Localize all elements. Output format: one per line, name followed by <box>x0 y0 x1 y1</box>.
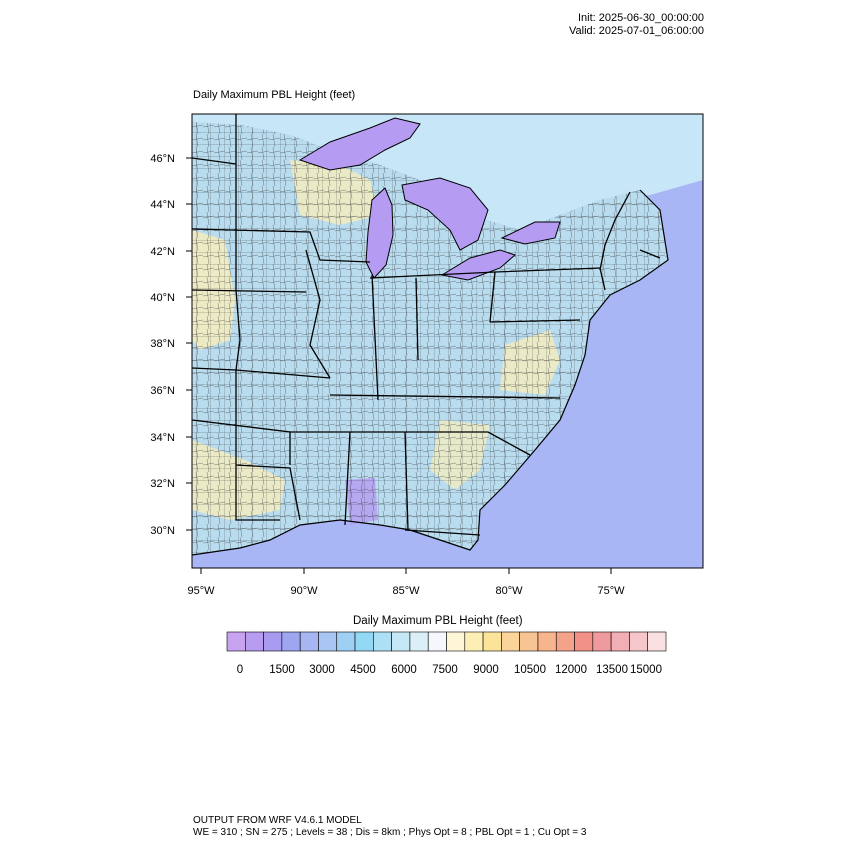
lon-label: 85°W <box>392 585 420 597</box>
model-footer: OUTPUT FROM WRF V4.6.1 MODEL WE = 310 ; … <box>193 815 586 839</box>
colorbar-swatch <box>281 631 301 652</box>
lat-label: 30°N <box>150 525 175 537</box>
colorbar-swatch <box>610 631 630 652</box>
colorbar-swatch <box>501 631 520 652</box>
footer-config: WE = 310 ; SN = 275 ; Levels = 38 ; Dis … <box>193 827 587 838</box>
colorbar-swatch <box>244 631 264 652</box>
coastline <box>192 189 669 556</box>
colorbar-label: 3000 <box>309 664 335 676</box>
colorbar-swatch <box>537 631 557 652</box>
colorbar-label: 6000 <box>391 664 417 676</box>
lon-label: 75°W <box>597 585 625 597</box>
colorbar-label: 12000 <box>555 664 587 676</box>
colorbar-swatch <box>226 631 246 652</box>
lat-label: 32°N <box>150 478 175 490</box>
canada-region <box>192 114 703 230</box>
lat-label: 38°N <box>150 338 175 350</box>
lat-label: 40°N <box>150 292 175 304</box>
colorbar-swatch <box>482 631 502 652</box>
state-borders <box>192 114 661 536</box>
colorbar-label: 15000 <box>630 664 662 676</box>
colorbar-swatch <box>464 631 484 652</box>
colorbar-labels: 0 1500 3000 4500 6000 7500 9000 10500 12… <box>237 664 662 676</box>
lat-axis: 46°N 44°N 42°N 40°N 38°N 36°N 34°N 32°N … <box>150 153 192 537</box>
colorbar-label: 7500 <box>432 664 458 676</box>
colorbar-swatch <box>391 631 411 652</box>
colorbar-swatch <box>629 631 649 652</box>
colorbar-swatch <box>647 631 667 652</box>
lake-ontario <box>500 221 561 245</box>
colorbar-swatch <box>555 631 575 652</box>
colorbar-swatch <box>299 631 319 652</box>
colorbar-label: 1500 <box>269 664 295 676</box>
colorbar-swatch <box>336 631 356 652</box>
lon-label: 90°W <box>290 585 318 597</box>
lake-michigan <box>365 187 394 279</box>
lake-huron <box>401 177 489 251</box>
colorbar-swatch <box>427 631 447 652</box>
valid-time: Valid: 2025-07-01_06:00:00 <box>569 25 704 37</box>
colorbar-swatch <box>263 631 283 652</box>
colorbar-label: 13500 <box>596 664 628 676</box>
lake-erie <box>440 249 516 281</box>
lat-label: 34°N <box>150 432 175 444</box>
colorbar-swatch <box>318 631 338 652</box>
map-title: Daily Maximum PBL Height (feet) <box>193 89 356 101</box>
colorbar-title: Daily Maximum PBL Height (feet) <box>353 615 523 627</box>
lat-label: 44°N <box>150 199 175 211</box>
lat-label: 46°N <box>150 153 175 165</box>
lon-label: 95°W <box>187 585 215 597</box>
run-time-header: Init: 2025-06-30_00:00:00 Valid: 2025-07… <box>569 12 704 38</box>
colorbar-swatch <box>373 631 392 652</box>
colorbar-label: 9000 <box>473 664 499 676</box>
map-area <box>192 114 703 568</box>
colorbar-swatch <box>354 631 374 652</box>
init-time: Init: 2025-06-30_00:00:00 <box>578 12 704 24</box>
colorbar-label: 10500 <box>514 664 546 676</box>
colorbar-label: 0 <box>237 664 243 676</box>
colorbar-swatch <box>519 631 539 652</box>
lat-label: 42°N <box>150 246 175 258</box>
colorbar-swatch <box>592 631 612 652</box>
colorbar-swatch <box>574 631 594 652</box>
lake-superior <box>298 117 421 171</box>
map-frame <box>191 113 704 569</box>
colorbar-label: 4500 <box>350 664 376 676</box>
colorbar-swatch <box>409 631 429 652</box>
colorbar <box>226 631 667 652</box>
footer-model: OUTPUT FROM WRF V4.6.1 MODEL <box>193 815 362 826</box>
colorbar-swatch <box>446 631 466 652</box>
lon-label: 80°W <box>495 585 523 597</box>
lat-label: 36°N <box>150 385 175 397</box>
lon-axis: 95°W 90°W 85°W 80°W 75°W <box>187 568 625 597</box>
